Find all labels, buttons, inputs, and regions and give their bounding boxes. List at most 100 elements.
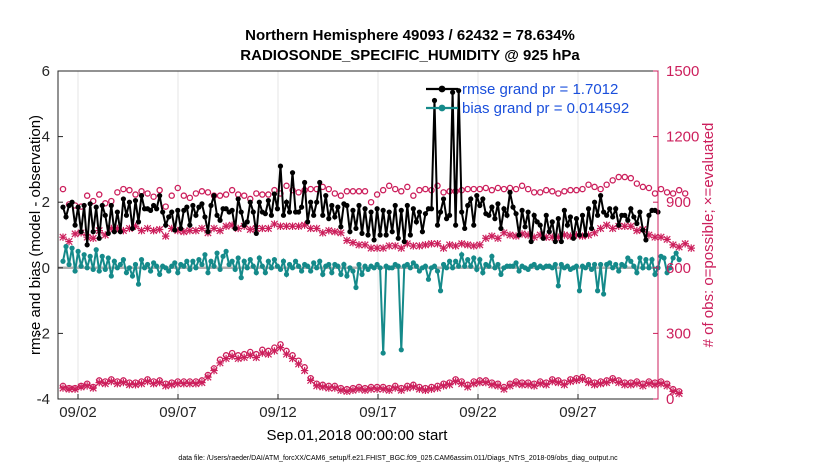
- bias-point: [271, 257, 278, 263]
- bias-point: [111, 258, 117, 264]
- obs-evaluated-low-marker: [645, 379, 653, 388]
- obs-possible-marker: [645, 184, 653, 192]
- obs-possible-marker: [591, 183, 598, 191]
- rmse-point: [338, 224, 344, 230]
- obs-evaluated-low-marker: [107, 377, 116, 386]
- obs-evaluated-low-marker: [186, 379, 194, 388]
- bias-point: [422, 263, 429, 269]
- rmse-point: [187, 222, 193, 228]
- bias-point: [344, 273, 350, 279]
- obs-possible-marker: [379, 186, 387, 194]
- bias-point: [268, 265, 275, 271]
- obs-evaluated-low-marker: [59, 384, 67, 392]
- obs-evaluated-low-marker: [294, 360, 303, 368]
- obs-evaluated-low-marker: [542, 381, 550, 389]
- rmse-point: [90, 229, 96, 235]
- obs-evaluated-low-marker: [270, 347, 279, 355]
- rmse-point: [308, 199, 314, 205]
- obs-possible-marker: [579, 185, 586, 193]
- rmse-point: [471, 222, 477, 228]
- bias-point: [335, 263, 341, 269]
- bias-point: [341, 261, 347, 268]
- rmse-point: [178, 225, 184, 232]
- bias-point: [347, 265, 353, 271]
- obs-possible-marker: [416, 186, 423, 194]
- rmse-point: [241, 222, 247, 228]
- obs-evaluated-marker: [476, 241, 484, 249]
- obs-evaluated-low-marker: [445, 381, 454, 389]
- rmse-line: [62, 90, 659, 245]
- obs-evaluated-marker: [155, 225, 164, 234]
- obs-evaluated-marker: [89, 234, 97, 242]
- rmse-point: [386, 209, 392, 215]
- bias-point: [477, 257, 483, 263]
- obs-possible-marker: [573, 186, 580, 194]
- bias-point: [564, 263, 570, 269]
- obs-evaluated-low-marker: [621, 381, 629, 389]
- bias-point: [468, 263, 474, 269]
- obs-evaluated-low-marker: [174, 379, 182, 388]
- rmse-point: [374, 206, 380, 212]
- bias-point: [598, 261, 604, 268]
- y-right-tick-label: 900: [666, 194, 691, 211]
- rmse-point: [63, 214, 69, 220]
- bias-point: [138, 257, 145, 263]
- obs-evaluated-marker: [421, 241, 430, 249]
- rmse-point: [311, 212, 317, 218]
- obs-evaluated-low-marker: [149, 379, 158, 388]
- obs-possible-marker: [627, 174, 635, 182]
- rmse-point: [573, 216, 580, 222]
- bias-point: [172, 260, 178, 266]
- obs-evaluated-marker: [633, 226, 641, 235]
- obs-evaluated-marker: [355, 241, 363, 249]
- rmse-point: [601, 209, 607, 215]
- rmse-point: [123, 212, 130, 218]
- bias-point: [196, 257, 202, 263]
- obs-evaluated-marker: [107, 224, 116, 233]
- obs-evaluated-low-marker: [161, 382, 170, 390]
- obs-evaluated-marker: [258, 224, 267, 233]
- bias-point: [513, 260, 519, 266]
- rmse-point: [474, 193, 480, 199]
- obs-evaluated-low-marker: [584, 378, 593, 387]
- bias-point: [202, 252, 208, 258]
- obs-evaluated-low-marker: [83, 382, 91, 390]
- rmse-point: [640, 227, 646, 233]
- bias-point: [356, 261, 362, 268]
- obs-evaluated-low-marker: [349, 386, 357, 394]
- obs-evaluated-marker: [125, 224, 134, 233]
- obs-evaluated-low-marker: [95, 378, 103, 387]
- bias-point: [607, 260, 613, 266]
- obs-possible-marker: [228, 186, 236, 194]
- obs-evaluated-marker: [234, 224, 242, 233]
- bias-point: [371, 265, 377, 271]
- y-left-tick-label: 6: [42, 63, 50, 80]
- rmse-point: [344, 202, 350, 209]
- obs-possible-marker: [216, 192, 224, 199]
- bias-point: [226, 261, 232, 268]
- obs-evaluated-low-marker: [421, 386, 430, 394]
- y-right-tick-label: 600: [666, 260, 691, 277]
- obs-evaluated-marker: [222, 222, 230, 230]
- bias-point: [374, 261, 380, 268]
- rmse-point: [81, 202, 87, 209]
- rmse-point: [96, 235, 102, 241]
- rmse-point: [247, 199, 253, 205]
- bias-point: [175, 270, 181, 276]
- rmse-point: [637, 209, 643, 215]
- obs-possible-marker: [603, 181, 610, 188]
- rmse-point: [564, 222, 570, 228]
- rmse-point: [147, 207, 154, 213]
- bias-point: [395, 263, 401, 269]
- bias-point: [114, 265, 120, 271]
- obs-evaluated-marker: [578, 232, 587, 240]
- obs-evaluated-marker: [361, 241, 369, 249]
- rmse-point: [495, 201, 501, 207]
- bias-point: [380, 350, 386, 356]
- obs-evaluated-marker: [65, 237, 73, 246]
- obs-evaluated-low-marker: [476, 378, 484, 387]
- bias-point: [431, 263, 438, 269]
- rmse-point: [422, 211, 429, 217]
- rmse-point: [646, 212, 652, 218]
- bias-point: [87, 253, 93, 259]
